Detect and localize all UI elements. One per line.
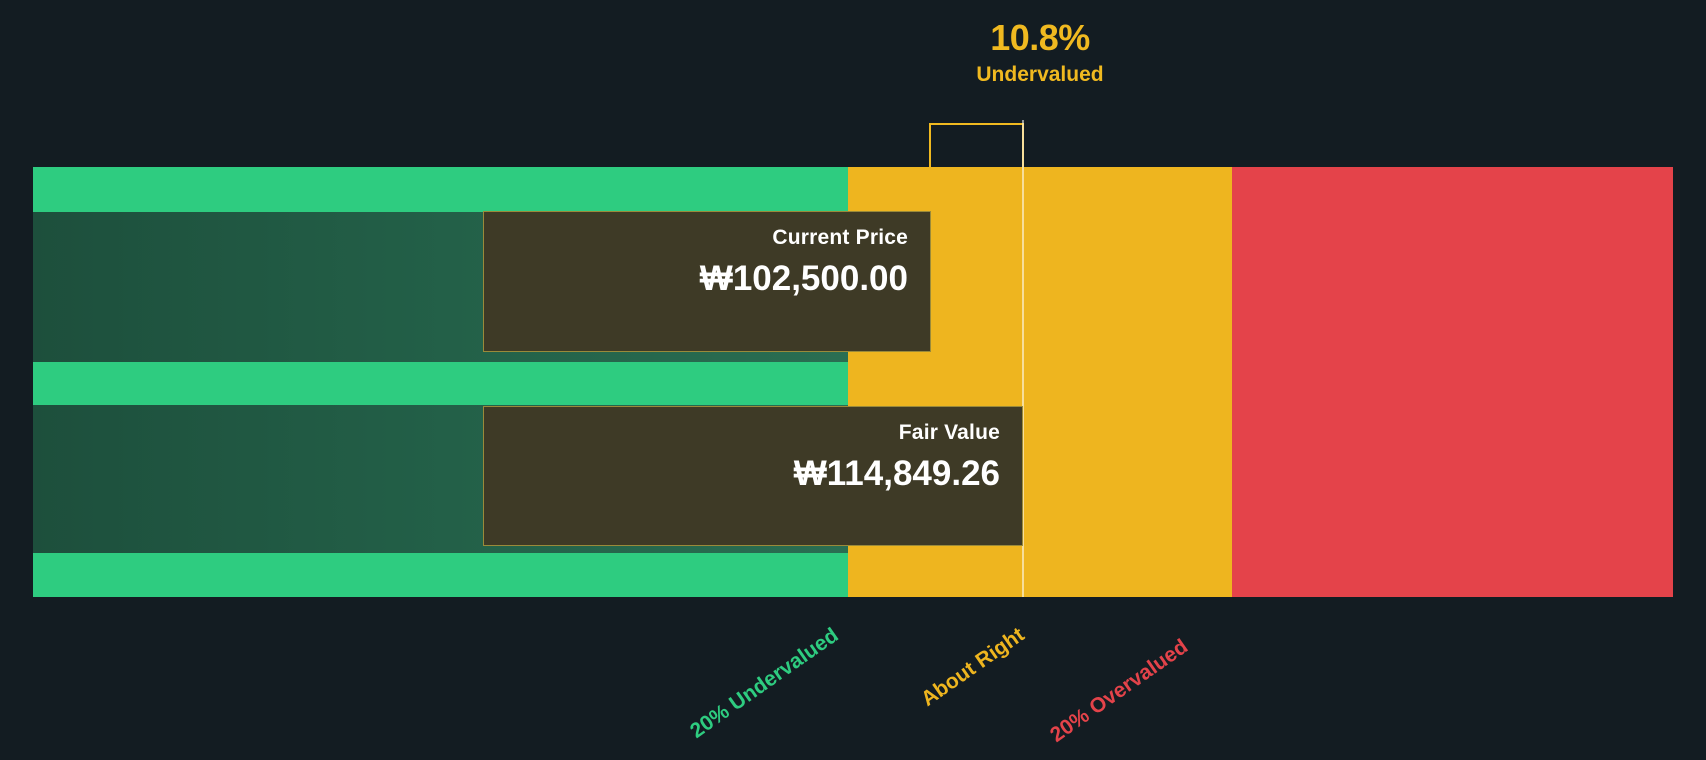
fair-value-box: Fair Value ₩114,849.26 [483,406,1023,546]
callout-label: Undervalued [976,63,1104,86]
fair-value-marker-line [1022,120,1024,597]
valuation-callout: 10.8% Undervalued [930,18,1150,88]
zone-overvalued [1232,167,1673,597]
axis-label-undervalued: 20% Undervalued [686,623,843,743]
fair-value-title: Fair Value [898,421,1000,444]
fair-value-value: ₩114,849.26 [793,454,1000,493]
callout-bracket [929,123,1024,168]
callout-percent: 10.8% [990,17,1090,58]
axis-label-overvalued: 20% Overvalued [1046,634,1193,747]
current-price-value: ₩102,500.00 [699,259,908,298]
current-price-title: Current Price [772,226,908,249]
axis-label-about-right: About Right [917,623,1029,711]
current-price-box: Current Price ₩102,500.00 [483,211,931,352]
